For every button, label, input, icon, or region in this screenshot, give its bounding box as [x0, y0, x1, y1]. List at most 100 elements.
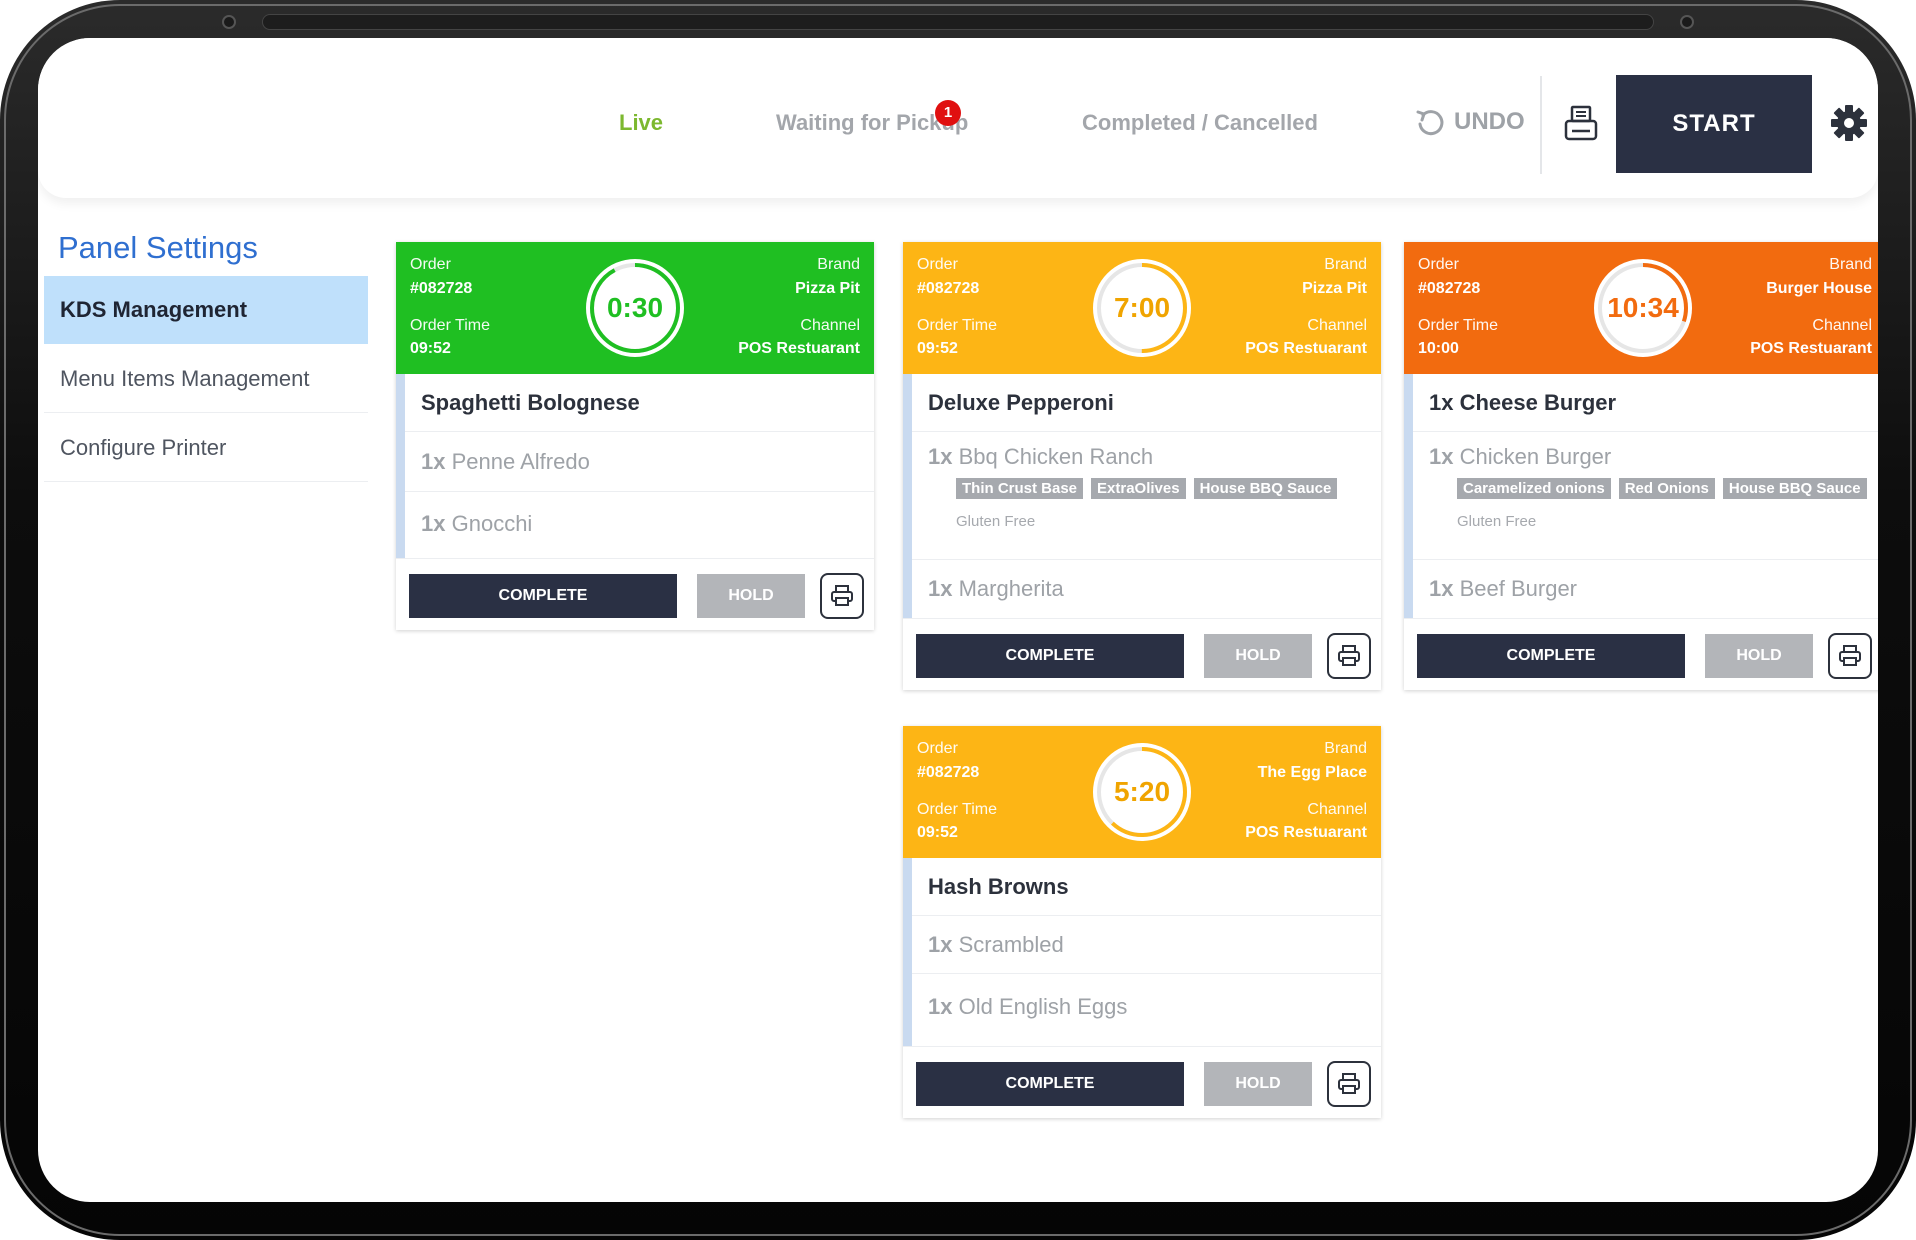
timer-ring-icon: [1598, 263, 1688, 353]
brand-value: Pizza Pit: [795, 280, 860, 297]
order-time-label: Order Time: [917, 317, 998, 334]
item-qty: 1x: [928, 444, 953, 469]
item-name: Gnocchi: [451, 511, 533, 536]
timer-ring-icon: [1097, 747, 1187, 837]
modifier-tag: House BBQ Sauce: [1193, 478, 1338, 499]
order-timer: 10:34: [1594, 259, 1692, 357]
brand-label: Brand: [1324, 740, 1367, 757]
order-card: Order #082728 Order Time 09:52 0:30 Bran…: [396, 242, 874, 630]
timer-ring-icon: [590, 263, 680, 353]
brand-label: Brand: [817, 256, 860, 273]
order-time-label: Order Time: [1418, 317, 1499, 334]
item-qty: 1x: [1429, 444, 1454, 469]
tablet-bezel-edge: [4, 4, 1912, 1236]
order-card-header: Order #082728 Order Time 10:00 10:34 Bra…: [1404, 242, 1878, 374]
hold-button[interactable]: HOLD: [1204, 634, 1312, 678]
hold-button[interactable]: HOLD: [697, 574, 805, 618]
top-header: Live Waiting for Pickup 1 Completed / Ca…: [38, 38, 1878, 198]
order-number: #082728: [410, 280, 473, 297]
timer-value: 0:30: [606, 292, 664, 323]
list-item: 1x Chicken Burger Caramelized onions Red…: [1413, 432, 1878, 560]
order-title: 1x Cheese Burger: [1413, 374, 1878, 432]
order-number: #082728: [917, 280, 980, 297]
modifier-tag: ExtraOlives: [1091, 478, 1186, 499]
timer-ring-icon: [1097, 263, 1187, 353]
item-name: Old English Eggs: [958, 994, 1128, 1019]
complete-button[interactable]: COMPLETE: [916, 634, 1184, 678]
list-item: 1x Margherita: [912, 560, 1381, 618]
item-name: Bbq Chicken Ranch: [958, 444, 1154, 469]
pickup-count-badge: 1: [935, 100, 961, 126]
item-qty: 1x: [1429, 576, 1454, 601]
order-card: Order #082728 Order Time 09:52 7:00 Bran…: [903, 242, 1381, 690]
channel-label: Channel: [1812, 317, 1872, 334]
gear-icon[interactable]: [1830, 104, 1868, 142]
item-note: Gluten Free: [1457, 513, 1537, 530]
tablet-button-left: [222, 15, 236, 29]
start-button[interactable]: START: [1616, 75, 1812, 173]
item-name: Scrambled: [958, 932, 1064, 957]
print-order-button[interactable]: [1828, 633, 1872, 679]
item-qty: 1x: [928, 932, 953, 957]
sidebar-item-kds-management[interactable]: KDS Management: [44, 276, 368, 344]
order-time: 09:52: [917, 340, 958, 357]
order-label: Order: [410, 256, 451, 273]
undo-label: UNDO: [1454, 108, 1525, 135]
channel-value: POS Restuarant: [1750, 340, 1872, 357]
item-name: Penne Alfredo: [451, 449, 590, 474]
receipt-printer-icon[interactable]: [1562, 104, 1600, 144]
sidebar-item-configure-printer[interactable]: Configure Printer: [44, 414, 368, 482]
item-qty: 1x: [421, 511, 446, 536]
complete-button[interactable]: COMPLETE: [916, 1062, 1184, 1106]
item-note: Gluten Free: [956, 513, 1036, 530]
modifier-tags: Thin Crust Base ExtraOlives House BBQ Sa…: [928, 478, 1381, 499]
modifier-tags: Caramelized onions Red Onions House BBQ …: [1429, 478, 1878, 499]
printer-icon: [1338, 645, 1360, 666]
order-card: Order #082728 Order Time 09:52 5:20 Bran…: [903, 726, 1381, 1118]
order-title: Spaghetti Bolognese: [405, 374, 874, 432]
item-name: Margherita: [958, 576, 1064, 601]
timer-value: 7:00: [1113, 292, 1171, 323]
header-divider: [1540, 76, 1542, 174]
order-actions: COMPLETE HOLD: [903, 1046, 1381, 1118]
tab-live[interactable]: Live: [619, 110, 664, 135]
order-time-label: Order Time: [917, 801, 998, 818]
complete-button[interactable]: COMPLETE: [1417, 634, 1685, 678]
order-time: 09:52: [917, 824, 958, 841]
order-time: 09:52: [410, 340, 451, 357]
order-label: Order: [917, 256, 958, 273]
timer-value: 10:34: [1607, 292, 1679, 323]
tablet-top-bar: [262, 14, 1654, 30]
print-order-button[interactable]: [1327, 1061, 1371, 1107]
brand-value: Burger House: [1766, 280, 1872, 297]
tab-completed-cancelled[interactable]: Completed / Cancelled: [1082, 110, 1318, 135]
modifier-tag: Caramelized onions: [1457, 478, 1611, 499]
brand-value: The Egg Place: [1257, 764, 1367, 781]
printer-icon: [831, 585, 853, 606]
channel-value: POS Restuarant: [1245, 824, 1367, 841]
complete-button[interactable]: COMPLETE: [409, 574, 677, 618]
brand-value: Pizza Pit: [1302, 280, 1367, 297]
order-card-header: Order #082728 Order Time 09:52 0:30 Bran…: [396, 242, 874, 374]
sidebar-item-menu-items-management[interactable]: Menu Items Management: [44, 345, 368, 413]
order-items: Hash Browns 1x Scrambled 1x Old English …: [903, 858, 1381, 1046]
order-card-header: Order #082728 Order Time 09:52 7:00 Bran…: [903, 242, 1381, 374]
item-qty: 1x: [928, 576, 953, 601]
undo-button[interactable]: UNDO: [1414, 106, 1525, 138]
hold-button[interactable]: HOLD: [1204, 1062, 1312, 1106]
order-label: Order: [917, 740, 958, 757]
undo-icon: [1416, 110, 1444, 136]
order-items: Deluxe Pepperoni 1x Bbq Chicken Ranch Th…: [903, 374, 1381, 618]
print-order-button[interactable]: [820, 573, 864, 619]
order-number: #082728: [1418, 280, 1481, 297]
order-card: Order #082728 Order Time 10:00 10:34 Bra…: [1404, 242, 1878, 690]
order-title: Deluxe Pepperoni: [912, 374, 1381, 432]
print-order-button[interactable]: [1327, 633, 1371, 679]
list-item: 1x Bbq Chicken Ranch Thin Crust Base Ext…: [912, 432, 1381, 560]
screen: Live Waiting for Pickup 1 Completed / Ca…: [38, 38, 1878, 1202]
hold-button[interactable]: HOLD: [1705, 634, 1813, 678]
item-name: Chicken Burger: [1459, 444, 1612, 469]
brand-label: Brand: [1829, 256, 1872, 273]
list-item: 1x Penne Alfredo: [405, 432, 874, 492]
order-actions: COMPLETE HOLD: [396, 558, 874, 630]
